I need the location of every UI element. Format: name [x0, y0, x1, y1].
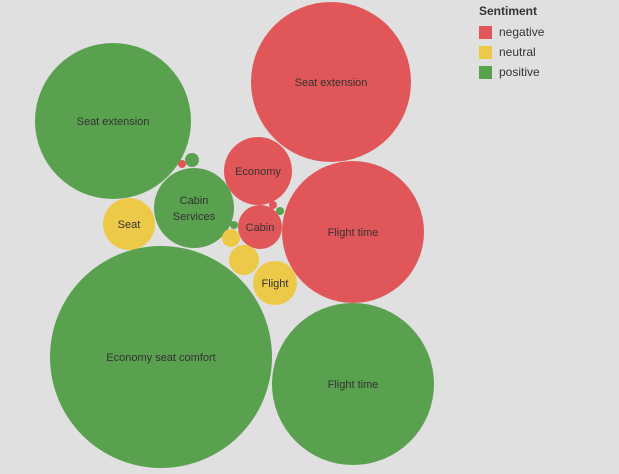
bubble-label-flight-time-positive: Flight time — [328, 379, 379, 391]
bubble-flight-time-positive[interactable] — [272, 303, 434, 465]
bubble-label-seat-neutral: Seat — [118, 219, 141, 231]
legend-swatch-positive — [479, 65, 492, 79]
legend-swatch-neutral — [479, 45, 492, 59]
bubble-small-negative[interactable] — [269, 201, 277, 209]
bubble-seat-neutral[interactable] — [103, 198, 155, 250]
legend-item-negative[interactable]: negative — [479, 22, 544, 42]
bubble-cabin-services-positive[interactable] — [154, 168, 234, 248]
bubble-small-negative[interactable] — [178, 160, 186, 168]
bubble-small-positive[interactable] — [276, 207, 284, 215]
legend-label-negative: negative — [499, 25, 545, 39]
bubble-economy-negative[interactable] — [224, 137, 292, 205]
legend-title: Sentiment — [479, 4, 538, 18]
bubble-label-cabin-services-positive-line2: Services — [173, 211, 216, 223]
legend-label-neutral: neutral — [499, 45, 536, 59]
legend-item-positive[interactable]: positive — [479, 62, 544, 82]
bubble-label-flight-neutral: Flight — [262, 278, 289, 290]
bubble-label-economy-negative: Economy — [235, 166, 281, 178]
bubble-label-cabin-negative: Cabin — [246, 222, 275, 234]
bubble-label-cabin-services-positive-line1: Cabin — [180, 195, 209, 207]
legend: Sentiment negative neutral positive — [479, 4, 544, 82]
legend-item-neutral[interactable]: neutral — [479, 42, 544, 62]
bubble-label-economy-seat-comfort-positive: Economy seat comfort — [106, 352, 215, 364]
bubble-flight-neutral[interactable] — [253, 261, 297, 305]
bubble-small-positive[interactable] — [230, 221, 238, 229]
bubble-small-neutral[interactable] — [222, 229, 240, 247]
legend-label-positive: positive — [499, 65, 540, 79]
bubble-economy-seat-comfort-positive[interactable] — [50, 246, 272, 468]
bubble-label-seat-extension-positive: Seat extension — [77, 116, 150, 128]
bubble-seat-extension-positive[interactable] — [35, 43, 191, 199]
bubble-cabin-negative[interactable] — [238, 205, 282, 249]
bubble-seat-extension-negative[interactable] — [251, 2, 411, 162]
legend-swatch-negative — [479, 25, 492, 39]
bubble-small-neutral[interactable] — [229, 245, 259, 275]
bubble-label-seat-extension-negative: Seat extension — [295, 77, 368, 89]
bubble-flight-time-negative[interactable] — [282, 161, 424, 303]
bubble-small-positive[interactable] — [185, 153, 199, 167]
bubble-label-flight-time-negative: Flight time — [328, 227, 379, 239]
